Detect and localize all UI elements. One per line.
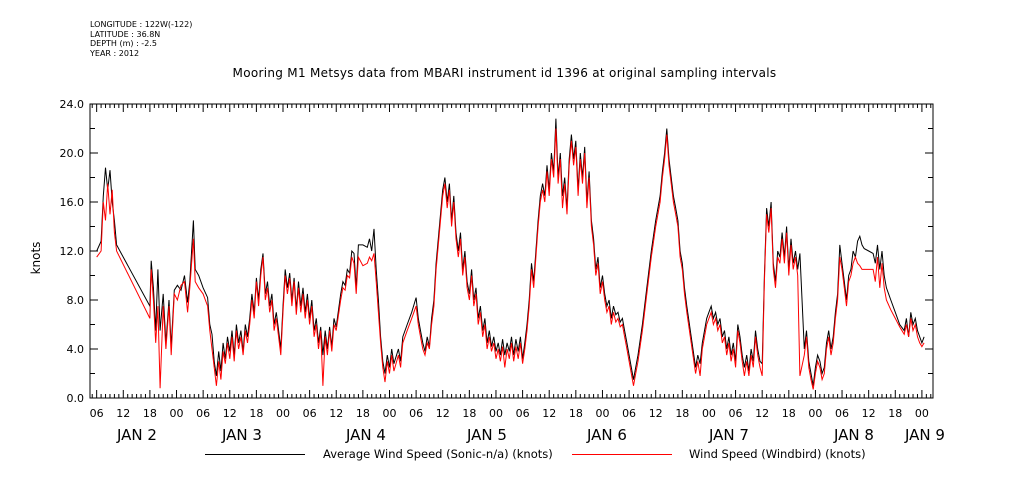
x-tick-label: 00 — [489, 407, 503, 420]
axis-ticks — [90, 103, 933, 399]
x-tick-label: 00 — [915, 407, 929, 420]
day-label: JAN 4 — [345, 426, 386, 444]
day-label: JAN 6 — [586, 426, 627, 444]
x-tick-label: 06 — [196, 407, 210, 420]
y-tick-label: 16.0 — [60, 196, 85, 209]
x-tick-label: 18 — [888, 407, 902, 420]
x-tick-label: 06 — [303, 407, 317, 420]
y-tick-labels: 0.0 4.0 8.0 12.0 16.0 20.0 24.0 — [60, 98, 85, 405]
day-label: JAN 9 — [904, 426, 945, 444]
x-tick-label: 12 — [436, 407, 450, 420]
day-label: JAN 7 — [708, 426, 749, 444]
x-tick-label: 06 — [835, 407, 849, 420]
series-group — [96, 118, 925, 390]
x-tick-label: 12 — [329, 407, 343, 420]
day-label: JAN 8 — [833, 426, 874, 444]
station-metadata: LONGITUDE : 122W(-122) LATITUDE : 36.8N … — [90, 20, 192, 58]
x-tick-label: 06 — [516, 407, 530, 420]
x-tick-label: 18 — [462, 407, 476, 420]
y-tick-label: 24.0 — [60, 98, 85, 111]
x-tick-label: 06 — [90, 407, 104, 420]
depth-label: DEPTH (m) : -2.5 — [90, 39, 157, 48]
x-tick-label: 18 — [356, 407, 370, 420]
x-tick-label: 18 — [675, 407, 689, 420]
y-tick-label: 8.0 — [67, 294, 85, 307]
day-label: JAN 3 — [221, 426, 262, 444]
legend-label-average-wind-speed: Average Wind Speed (Sonic-n/a) (knots) — [323, 447, 553, 461]
y-tick-label: 20.0 — [60, 147, 85, 160]
x-tick-labels: 06 12 18 00 06 12 18 00 06 12 18 00 06 12 18 00 06 12 18 00… — [90, 407, 929, 420]
year-label: YEAR : 2012 — [90, 48, 140, 58]
x-tick-label: 00 — [382, 407, 396, 420]
x-tick-label: 00 — [170, 407, 184, 420]
x-tick-label: 12 — [116, 407, 130, 420]
x-tick-label: 18 — [249, 407, 263, 420]
x-tick-label: 18 — [569, 407, 583, 420]
x-tick-label: 06 — [409, 407, 423, 420]
y-tick-label: 4.0 — [67, 343, 85, 356]
y-axis-label: knots — [29, 242, 43, 275]
legend-swatch-average-wind-speed — [205, 454, 305, 455]
x-tick-label: 12 — [223, 407, 237, 420]
x-tick-label: 18 — [782, 407, 796, 420]
legend-swatch-windbird — [572, 454, 672, 455]
x-tick-label: 06 — [729, 407, 743, 420]
x-tick-label: 00 — [276, 407, 290, 420]
y-tick-label: 12.0 — [60, 245, 85, 258]
plot-frame — [89, 103, 934, 399]
day-labels: JAN 2 JAN 3 JAN 4 JAN 5 JAN 6 JAN 7 JAN 8 JAN 9 — [116, 426, 945, 444]
x-tick-label: 12 — [755, 407, 769, 420]
latitude-label: LATITUDE : 36.8N — [90, 29, 161, 39]
day-label: JAN 2 — [116, 426, 157, 444]
series-line-average-wind-speed — [96, 118, 925, 386]
x-tick-label: 00 — [808, 407, 822, 420]
chart-title: Mooring M1 Metsys data from MBARI instru… — [232, 66, 777, 80]
longitude-label: LONGITUDE : 122W(-122) — [90, 20, 193, 29]
legend: Average Wind Speed (Sonic-n/a) (knots) W… — [0, 446, 1009, 464]
x-tick-label: 18 — [143, 407, 157, 420]
x-tick-label: 00 — [702, 407, 716, 420]
x-tick-label: 00 — [595, 407, 609, 420]
x-tick-label: 12 — [649, 407, 663, 420]
x-tick-label: 06 — [622, 407, 636, 420]
series-line-windbird — [96, 128, 925, 390]
x-tick-label: 12 — [542, 407, 556, 420]
legend-label-windbird: Wind Speed (Windbird) (knots) — [689, 447, 866, 461]
y-tick-label: 0.0 — [67, 392, 85, 405]
day-label: JAN 5 — [466, 426, 507, 444]
x-tick-label: 12 — [862, 407, 876, 420]
